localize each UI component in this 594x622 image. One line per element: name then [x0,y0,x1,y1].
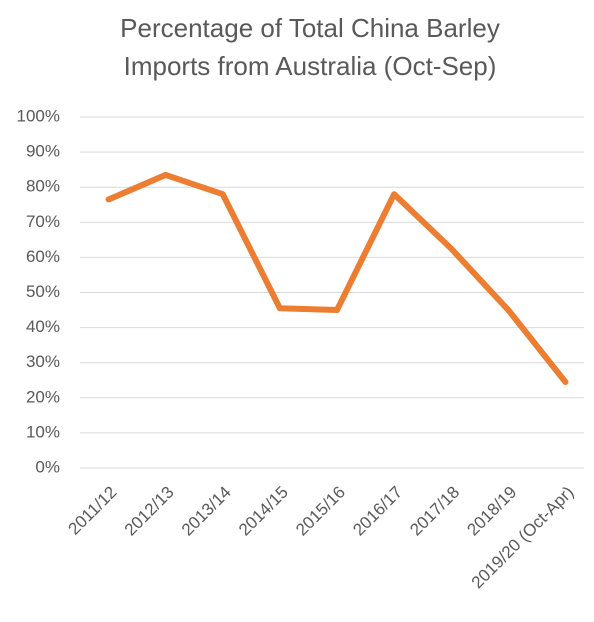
y-tick-label: 20% [26,387,60,406]
x-tick-label: 2016/17 [349,483,406,540]
y-tick-label: 100% [17,106,60,125]
chart-title: Imports from Australia (Oct-Sep) [124,51,497,81]
data-line [105,171,569,386]
chart-title: Percentage of Total China Barley [120,13,500,43]
y-tick-label: 0% [35,457,60,476]
x-tick-label: 2017/18 [406,483,463,540]
x-tick-label: 2013/14 [178,483,235,540]
x-tick-label: 2011/12 [65,483,121,539]
x-tick-label: 2012/13 [121,483,178,540]
x-tick-label: 2019/20 (Oct-Apr) [468,483,578,593]
x-tick-label: 2015/16 [292,483,349,540]
y-tick-label: 80% [26,177,60,196]
y-tick-label: 60% [26,247,60,266]
y-tick-label: 70% [26,212,60,231]
x-tick-label: 2014/15 [235,483,292,540]
y-tick-label: 90% [26,142,60,161]
y-tick-label: 30% [26,352,60,371]
y-tick-label: 50% [26,282,60,301]
x-tick-label: 2018/19 [463,483,520,540]
y-tick-label: 40% [26,317,60,336]
y-tick-label: 10% [26,422,60,441]
